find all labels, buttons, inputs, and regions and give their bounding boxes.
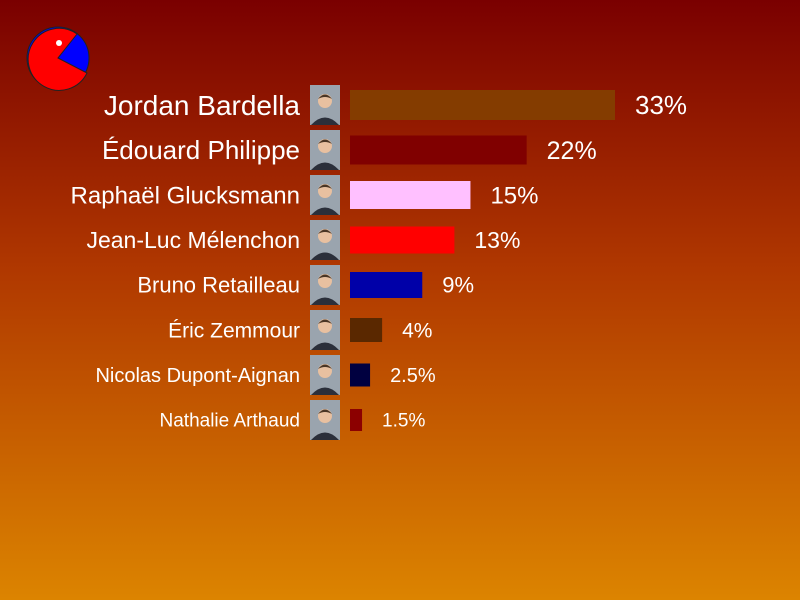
value-label: 15% <box>490 182 538 209</box>
candidate-portrait-icon <box>310 355 340 395</box>
candidate-name-label: Raphaël Glucksmann <box>71 182 300 209</box>
bar <box>350 135 527 165</box>
candidate-name-label: Nathalie Arthaud <box>160 411 301 432</box>
value-label: 13% <box>474 227 520 253</box>
value-label: 2.5% <box>390 365 436 387</box>
candidate-portrait-icon <box>310 130 340 170</box>
candidate-name-label: Bruno Retailleau <box>137 273 300 298</box>
candidate-name-label: Jean-Luc Mélenchon <box>86 227 300 253</box>
bar <box>350 409 363 431</box>
bar <box>350 272 423 298</box>
value-label: 22% <box>547 137 597 165</box>
candidate-portrait-icon <box>310 220 340 260</box>
candidate-name-label: Jordan Bardella <box>104 90 301 121</box>
candidate-portrait-icon <box>310 310 340 350</box>
candidate-portrait-icon <box>310 175 340 215</box>
value-label: 4% <box>402 319 432 342</box>
bar <box>350 363 371 387</box>
candidate-portrait-icon <box>310 265 340 305</box>
candidate-name-label: Édouard Philippe <box>102 135 300 165</box>
bar <box>350 226 455 254</box>
bar <box>350 181 471 209</box>
bar <box>350 90 615 120</box>
candidate-name-label: Éric Zemmour <box>168 319 300 342</box>
value-label: 33% <box>635 90 687 120</box>
candidate-portrait-icon <box>310 85 340 125</box>
value-label: 9% <box>442 273 474 298</box>
candidate-name-label: Nicolas Dupont-Aignan <box>95 365 300 387</box>
bar <box>350 318 383 342</box>
value-label: 1.5% <box>382 411 425 432</box>
pacman-pie-logo-icon <box>26 26 90 91</box>
candidate-portrait-icon <box>310 400 340 440</box>
